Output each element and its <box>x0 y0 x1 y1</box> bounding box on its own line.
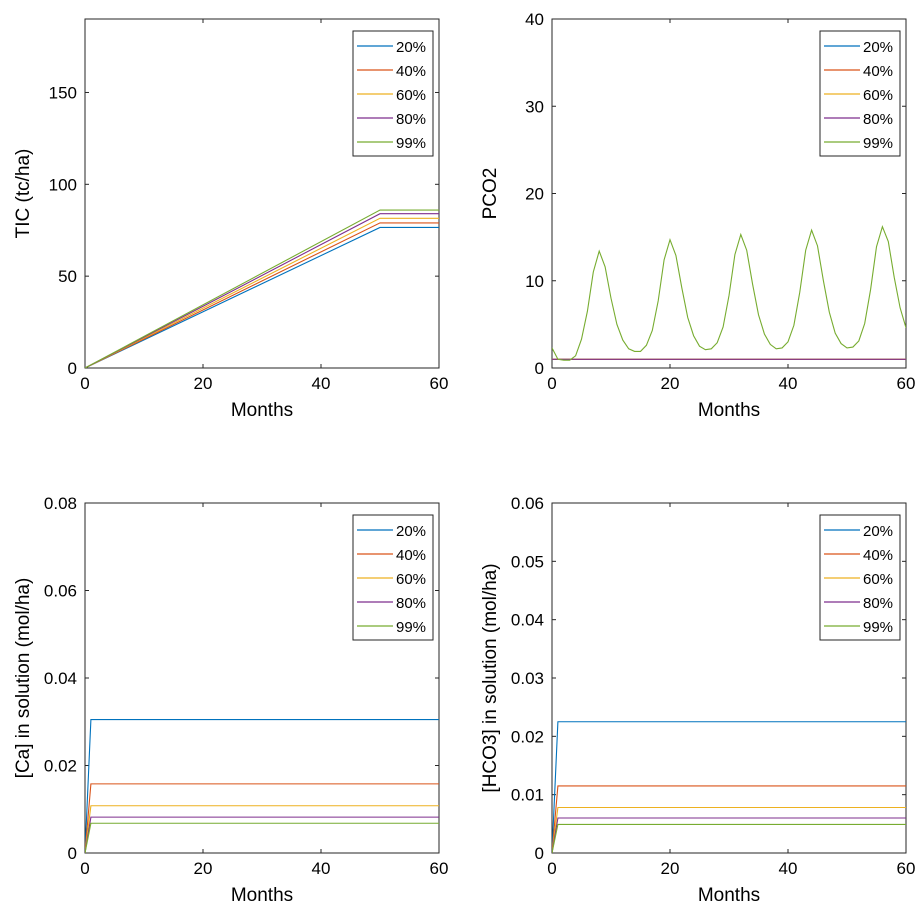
series-line-60pct <box>552 806 906 853</box>
legend: 20% 40% 60% 80% 99% <box>819 30 901 157</box>
x-tick-label: 0 <box>80 859 89 878</box>
legend-label: 20% <box>396 39 426 56</box>
y-tick-label: 0.01 <box>511 786 544 805</box>
x-tick-label: 40 <box>779 374 798 393</box>
series-group <box>85 719 439 853</box>
legend-label: 20% <box>396 523 426 540</box>
legend-label: 40% <box>863 63 893 80</box>
series-line-99pct <box>552 224 906 361</box>
series-line-20pct <box>552 721 906 853</box>
y-tick-label: 0.03 <box>511 669 544 688</box>
x-tick-label: 40 <box>779 859 798 878</box>
y-tick-label: 0.05 <box>511 552 544 571</box>
chart-panel-4: 0 20 40 60 0 0.01 0.02 0.03 0.04 0.05 0.06 Months [H… <box>480 494 915 906</box>
y-axis-label: [HCO3] in solution (mol/ha) <box>480 563 501 792</box>
legend: 20% 40% 60% 80% 99% <box>352 30 434 157</box>
x-axis-label: Months <box>698 400 760 421</box>
y-axis-label: TIC (tc/ha) <box>13 149 34 239</box>
legend-label: 99% <box>396 619 426 636</box>
legend-label: 80% <box>396 595 426 612</box>
y-tick-label: 10 <box>525 272 544 291</box>
x-tick-label: 20 <box>661 374 680 393</box>
series-line-99pct <box>552 823 906 853</box>
legend-label: 40% <box>396 63 426 80</box>
x-tick-label: 40 <box>312 374 331 393</box>
y-tick-label: 40 <box>525 10 544 29</box>
legend-label: 20% <box>863 523 893 540</box>
x-tick-label: 20 <box>194 374 213 393</box>
legend-label: 99% <box>863 135 893 152</box>
legend-label: 60% <box>863 571 893 588</box>
x-tick-label: 20 <box>661 859 680 878</box>
series-group <box>552 721 906 853</box>
y-tick-label: 150 <box>49 83 77 102</box>
series-line-40pct <box>85 783 439 853</box>
y-tick-label: 0 <box>535 359 544 378</box>
series-group <box>552 224 906 361</box>
series-line-40pct <box>552 785 906 853</box>
legend-label: 99% <box>396 135 426 152</box>
series-line-20pct <box>85 719 439 853</box>
y-tick-label: 30 <box>525 97 544 116</box>
x-tick-label: 40 <box>312 859 331 878</box>
series-line-60pct <box>85 805 439 853</box>
x-tick-label: 0 <box>547 859 556 878</box>
legend-label: 80% <box>863 595 893 612</box>
x-tick-label: 60 <box>897 374 916 393</box>
legend-label: 60% <box>863 87 893 104</box>
x-tick-label: 60 <box>430 374 449 393</box>
y-tick-label: 0.06 <box>44 582 77 601</box>
y-tick-label: 0 <box>68 359 77 378</box>
chart-panel-2: 0 20 40 60 0 10 20 30 40 Months PCO2 20% 40% 60% 80% 99… <box>480 10 915 421</box>
y-tick-label: 0.08 <box>44 494 77 513</box>
legend-label: 80% <box>863 111 893 128</box>
y-tick-label: 0.02 <box>511 727 544 746</box>
legend: 20% 40% 60% 80% 99% <box>819 514 901 641</box>
series-line-99pct <box>85 822 439 853</box>
series-line-60pct <box>85 217 439 368</box>
legend-label: 20% <box>863 39 893 56</box>
y-tick-label: 0.06 <box>511 494 544 513</box>
y-tick-label: 0.02 <box>44 757 77 776</box>
y-tick-label: 50 <box>58 267 77 286</box>
series-line-80pct <box>85 213 439 368</box>
legend-label: 40% <box>396 547 426 564</box>
x-axis-label: Months <box>231 885 293 906</box>
legend-label: 60% <box>396 571 426 588</box>
x-tick-label: 20 <box>194 859 213 878</box>
x-tick-label: 0 <box>80 374 89 393</box>
y-tick-label: 0 <box>68 844 77 863</box>
legend-label: 60% <box>396 87 426 104</box>
series-line-20pct <box>85 226 439 368</box>
x-axis-label: Months <box>231 400 293 421</box>
y-tick-label: 20 <box>525 185 544 204</box>
legend-label: 80% <box>396 111 426 128</box>
series-line-99pct <box>85 209 439 368</box>
x-tick-label: 0 <box>547 374 556 393</box>
chart-panel-3: 0 20 40 60 0 0.02 0.04 0.06 0.08 Months [Ca] in so… <box>13 494 448 906</box>
series-group <box>85 209 439 368</box>
legend-label: 99% <box>863 619 893 636</box>
chart-panel-1: 0 20 40 60 0 50 100 150 Months TIC (tc/ha) 20% 40% 6… <box>13 18 449 421</box>
series-line-40pct <box>85 222 439 368</box>
y-tick-label: 0.04 <box>511 611 544 630</box>
y-tick-label: 0.04 <box>44 669 77 688</box>
y-axis-label: [Ca] in solution (mol/ha) <box>13 578 34 779</box>
x-tick-label: 60 <box>897 859 916 878</box>
x-tick-label: 60 <box>430 859 449 878</box>
legend-label: 40% <box>863 547 893 564</box>
legend: 20% 40% 60% 80% 99% <box>352 514 434 641</box>
y-tick-label: 100 <box>49 175 77 194</box>
y-tick-label: 0 <box>535 844 544 863</box>
x-axis-label: Months <box>698 885 760 906</box>
y-axis-label: PCO2 <box>480 168 501 220</box>
